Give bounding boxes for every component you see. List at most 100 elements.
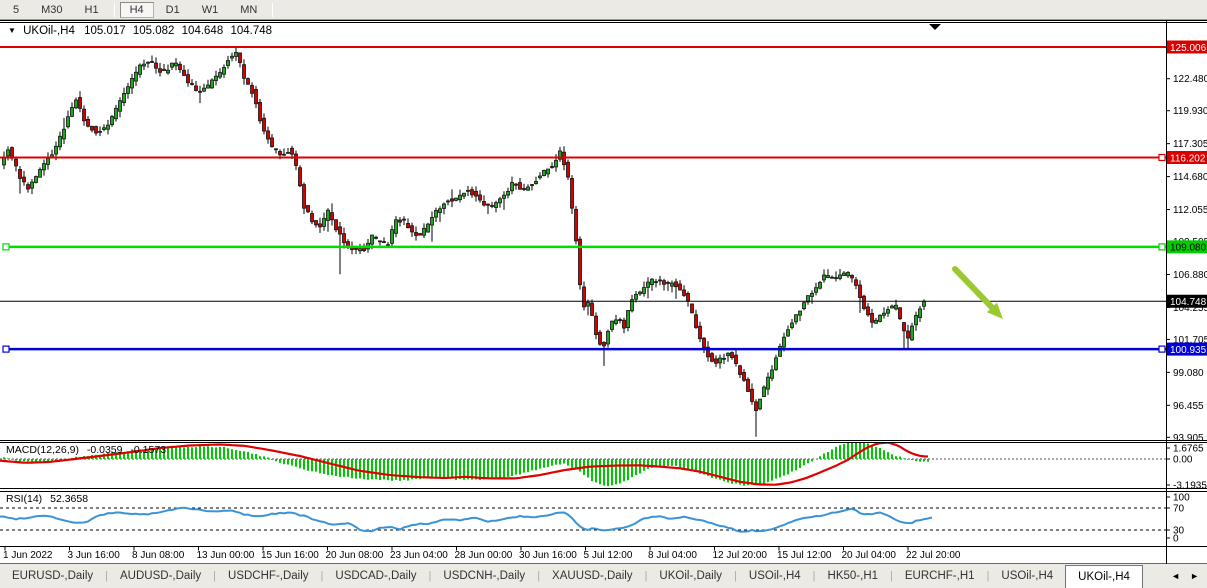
svg-text:116.202: 116.202 — [1170, 153, 1206, 164]
quote-low: 104.648 — [181, 25, 224, 37]
tabs-scroll-left-icon[interactable]: ◄ — [1171, 571, 1181, 581]
tab-separator: | — [537, 570, 541, 582]
tabs-scroll-right-icon[interactable]: ► — [1190, 571, 1199, 581]
rsi-name: RSI(14) — [6, 493, 43, 505]
svg-text:125.006: 125.006 — [1170, 43, 1207, 54]
chart-canvas[interactable]: 122.480119.930117.305114.680112.055109.5… — [0, 21, 1207, 564]
svg-text:20 Jun 08:00: 20 Jun 08:00 — [326, 550, 384, 561]
line-handle[interactable] — [2, 243, 10, 251]
price-badge-100.935: 100.935 — [1158, 342, 1207, 356]
svg-text:30: 30 — [1173, 526, 1185, 537]
chart-window: ▼ UKOil-,H4 105.017 105.082 104.648 104.… — [0, 20, 1207, 564]
svg-text:106.880: 106.880 — [1173, 270, 1207, 281]
candles-layer — [2, 46, 926, 437]
tab-ukoil-h4-11[interactable]: UKOil-,H4 — [1065, 565, 1143, 588]
tab-separator: | — [644, 570, 648, 582]
pane-borders — [0, 21, 1207, 564]
level-lines-layer — [0, 46, 1166, 353]
chevron-down-icon[interactable]: ▼ — [8, 26, 16, 35]
svg-text:104.748: 104.748 — [1170, 297, 1207, 308]
tab-usoil-h4-10[interactable]: USOil-,H4 — [1001, 570, 1054, 582]
svg-text:-3.1935: -3.1935 — [1173, 481, 1207, 492]
quote-close: 104.748 — [230, 25, 273, 37]
svg-text:117.305: 117.305 — [1173, 139, 1207, 150]
rsi-layer — [0, 506, 1166, 533]
tab-separator: | — [734, 570, 737, 582]
svg-text:114.680: 114.680 — [1173, 172, 1207, 183]
svg-text:101.705: 101.705 — [1173, 335, 1207, 346]
svg-text:8 Jun 08:00: 8 Jun 08:00 — [132, 550, 185, 561]
svg-text:15 Jun 16:00: 15 Jun 16:00 — [261, 550, 319, 561]
line-handle[interactable] — [2, 345, 10, 353]
svg-text:100.935: 100.935 — [1170, 345, 1207, 356]
tab-ukoil-daily-6[interactable]: UKOil-,Daily — [659, 570, 723, 582]
macd-value-signal: -0.1573 — [130, 444, 167, 456]
svg-text:22 Jul 20:00: 22 Jul 20:00 — [906, 550, 961, 561]
svg-text:3 Jun 16:00: 3 Jun 16:00 — [68, 550, 121, 561]
svg-text:93.905: 93.905 — [1173, 433, 1204, 444]
price-badge-104.748: 104.748 — [1167, 294, 1207, 308]
macd-label: MACD(12,26,9) -0.0359 -0.1573 — [6, 444, 166, 456]
svg-text:13 Jun 00:00: 13 Jun 00:00 — [197, 550, 255, 561]
svg-text:1 Jun 2022: 1 Jun 2022 — [3, 550, 53, 561]
svg-text:15 Jul 12:00: 15 Jul 12:00 — [777, 550, 832, 561]
arrow-annotation[interactable] — [952, 266, 1003, 319]
time-axis: 1 Jun 2022 3 Jun 16:00 8 Jun 08:00 13 Jun 0… — [3, 546, 961, 561]
price-badge-125.006: 125.006 — [1167, 40, 1207, 54]
timeframe-button-M30[interactable]: M30 — [41, 3, 63, 16]
price-axis: 122.480119.930117.305114.680112.055109.5… — [1166, 74, 1207, 545]
toolbar-divider — [272, 2, 274, 17]
tab-separator: | — [986, 570, 990, 582]
svg-text:122.480: 122.480 — [1173, 74, 1207, 85]
svg-text:112.055: 112.055 — [1173, 205, 1207, 216]
tab-separator: | — [213, 570, 217, 582]
svg-text:100: 100 — [1173, 493, 1190, 504]
quote-open: 105.017 — [84, 25, 126, 37]
tab-separator: | — [428, 570, 432, 582]
tab-usdchf-daily-2[interactable]: USDCHF-,Daily — [228, 570, 309, 582]
timeframe-button-D1[interactable]: D1 — [165, 3, 180, 16]
timeframe-button-W1[interactable]: W1 — [201, 3, 219, 16]
svg-text:0.00: 0.00 — [1173, 455, 1193, 466]
macd-layer — [0, 443, 1166, 487]
macd-name: MACD(12,26,9) — [6, 444, 79, 456]
tab-xauusd-daily-5[interactable]: XAUUSD-,Daily — [552, 570, 633, 582]
toolbar-divider — [113, 2, 115, 17]
svg-text:109.080: 109.080 — [1170, 243, 1207, 254]
svg-text:5 Jul 12:00: 5 Jul 12:00 — [584, 550, 633, 561]
timeframe-button-H1[interactable]: H1 — [84, 3, 99, 16]
tab-separator: | — [320, 570, 324, 582]
svg-text:70: 70 — [1173, 504, 1185, 515]
svg-text:96.455: 96.455 — [1173, 401, 1204, 412]
tab-eurusd-daily-0[interactable]: EURUSD-,Daily — [12, 570, 94, 582]
timeframe-toolbar: 5 M30 H1 H4 D1 W1 MN — [0, 0, 1207, 20]
price-badge-116.202: 116.202 — [1158, 150, 1207, 164]
chart-shift-marker-icon[interactable] — [929, 24, 941, 30]
timeframe-button-MN[interactable]: MN — [240, 3, 258, 16]
svg-text:23 Jun 04:00: 23 Jun 04:00 — [390, 550, 448, 561]
svg-text:20 Jul 04:00: 20 Jul 04:00 — [842, 550, 897, 561]
svg-text:12 Jul 20:00: 12 Jul 20:00 — [713, 550, 768, 561]
tab-audusd-daily-1[interactable]: AUDUSD-,Daily — [120, 570, 202, 582]
svg-text:30 Jun 16:00: 30 Jun 16:00 — [519, 550, 577, 561]
tab-usdcad-daily-3[interactable]: USDCAD-,Daily — [335, 570, 417, 582]
svg-text:28 Jun 00:00: 28 Jun 00:00 — [455, 550, 513, 561]
tab-usdcnh-daily-4[interactable]: USDCNH-,Daily — [443, 570, 526, 582]
tab-separator: | — [105, 570, 109, 582]
rsi-value: 52.3658 — [50, 493, 89, 505]
macd-value-main: -0.0359 — [86, 444, 123, 456]
symbol-tabbar: EURUSD-,Daily | AUDUSD-,Daily | USDCHF-,Dail… — [0, 563, 1207, 588]
price-badge-109.080: 109.080 — [1158, 240, 1207, 254]
svg-text:1.6765: 1.6765 — [1173, 444, 1204, 455]
tab-eurchf-h1-9[interactable]: EURCHF-,H1 — [904, 570, 975, 582]
tab-usoil-h4-7[interactable]: USOil-,H4 — [748, 570, 801, 582]
svg-text:8 Jul 04:00: 8 Jul 04:00 — [648, 550, 697, 561]
svg-text:119.930: 119.930 — [1173, 106, 1207, 117]
svg-text:104.255: 104.255 — [1173, 303, 1207, 314]
timeframe-button-5[interactable]: 5 — [13, 3, 20, 16]
rsi-label: RSI(14) 52.3658 — [6, 493, 88, 505]
timeframe-button-H4[interactable]: H4 — [119, 1, 154, 18]
quote-high: 105.082 — [132, 25, 175, 37]
tab-hk50-h1-8[interactable]: HK50-,H1 — [827, 570, 879, 582]
